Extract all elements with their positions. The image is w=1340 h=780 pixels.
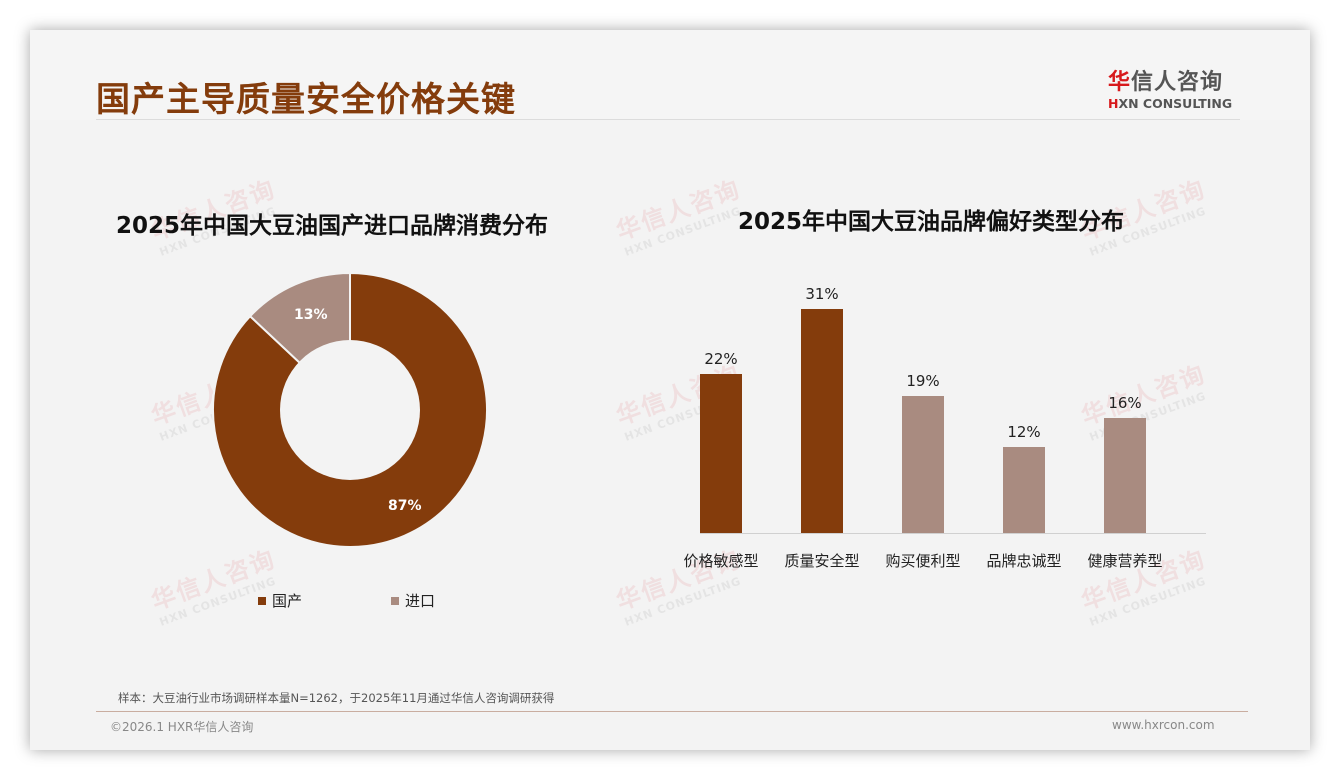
header-band [30,30,1310,120]
footer-divider [96,711,1248,712]
logo-en: HXN CONSULTING [1108,96,1248,111]
donut-chart: 87% 13% [212,271,488,548]
bar-chart: 22% 31% 19% 12% 16% [700,280,1206,534]
slide: 国产主导质量安全价格关键 华信人咨询 HXN CONSULTING 华信人咨询 H… [30,30,1310,750]
bar-category-label: 购买便利型 [885,552,961,570]
bar [801,309,843,534]
logo-cn-mark: 华 [1108,70,1132,95]
sample-note: 样本：大豆油行业市场调研样本量N=1262，于2025年11月通过华信人咨询调研… [118,691,555,705]
donut-chart-title: 2025年中国大豆油国产进口品牌消费分布 [116,213,549,239]
website-link[interactable]: www.hxrcon.com [1112,718,1215,732]
logo-cn-text: 信人咨询 [1131,70,1224,95]
donut-svg [212,271,488,548]
bar-value-label: 22% [704,350,738,369]
title-divider [96,119,1240,120]
bar-value-label: 19% [906,372,940,391]
logo-cn: 华信人咨询 [1108,64,1248,96]
bar-category-label: 质量安全型 [784,552,860,570]
bar [1003,446,1045,534]
company-logo: 华信人咨询 HXN CONSULTING [1108,64,1248,111]
donut-label-domestic: 87% [388,498,422,514]
bar-value-label: 12% [1007,422,1041,441]
bar-chart-title: 2025年中国大豆油品牌偏好类型分布 [738,209,1125,235]
legend-swatch [391,596,399,605]
logo-en-text: XN CONSULTING [1118,96,1233,111]
bar-value-label: 16% [1108,393,1142,412]
bar-category-label: 健康营养型 [1087,552,1163,570]
legend-item-domestic: 国产 [258,590,302,611]
legend-item-import: 进口 [391,590,435,611]
bar [1104,417,1146,534]
logo-en-mark: H [1108,96,1119,111]
page-title: 国产主导质量安全价格关键 [96,80,516,120]
legend-label: 进口 [405,592,436,610]
copyright: ©2026.1 HXR华信人咨询 [110,720,254,734]
bar-value-label: 31% [805,285,839,304]
x-axis-line [700,533,1206,534]
bar [700,374,742,534]
legend-swatch [258,596,266,605]
bar-category-label: 品牌忠诚型 [986,552,1062,570]
bar-category-label: 价格敏感型 [683,552,759,570]
legend-label: 国产 [272,592,303,610]
donut-label-import: 13% [294,307,328,323]
bar [902,396,944,534]
